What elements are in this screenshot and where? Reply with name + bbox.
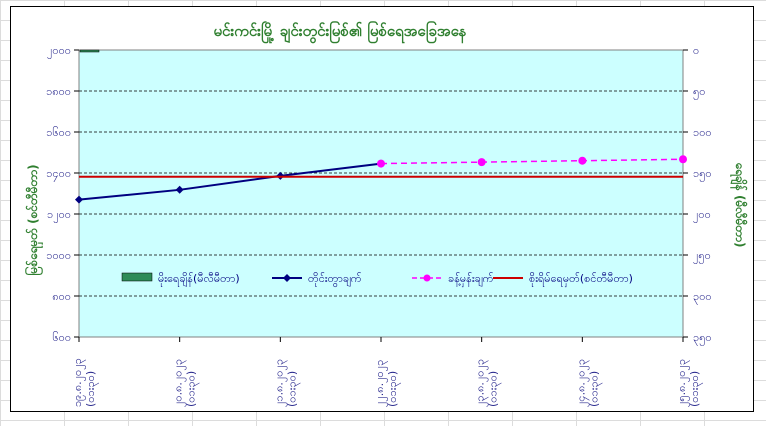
legend-swatch-rainfall <box>121 272 153 282</box>
gridlines <box>79 90 683 297</box>
right-tick-label: ၂၅၀ <box>693 249 711 264</box>
right-tick-label: ၂၀၀ <box>693 208 711 223</box>
right-tick-label: ၃၅၀ <box>693 331 712 346</box>
x-tick-date-label: ၁၉.၈.၂၀၂၃ <box>71 358 86 407</box>
observed-line <box>78 162 382 201</box>
plot-area <box>78 49 684 338</box>
observed-point <box>175 185 184 194</box>
x-tick-time-label: (၀၁း၃၀) <box>487 371 502 407</box>
left-tick-label: ၂၀၀၀ <box>47 44 71 59</box>
x-tick-label-group: ၂၅.၈.၂၀၂၃ (၀၁း၃၀) <box>675 359 703 407</box>
x-tick-time-label: (၀၁း၃၀) <box>587 371 602 407</box>
left-tick-label: ၁၂၀၀ <box>47 208 71 223</box>
legend-label: စိုးရိမ်ရေမှတ်(စင်တီမီတာ) <box>529 272 633 287</box>
legend: မိုးရေချိန်(မီလီမီတာ) တိုင်းတွာချက် ခန့်မှ… <box>121 272 633 287</box>
forecast-point <box>578 156 587 165</box>
left-tick-label: ၈၀၀ <box>52 290 71 303</box>
x-tick-time-label: (၀၁း၃၀) <box>285 371 300 407</box>
x-tick-label-group: ၂၀.၈.၂၀၂၃ (၀၁း၃၀) <box>172 359 200 407</box>
x-tick-label-group: ၂၂.၈.၂၀၂၃ (၀၁း၃၀) <box>373 360 401 407</box>
x-tick-time-label: (၀၁း၃၀) <box>688 371 703 407</box>
right-tick-label: ၀ <box>693 44 699 57</box>
left-tick-label: ၁၀၀၀ <box>46 249 71 262</box>
x-tick-date-label: ၂၁.၈.၂၀၂၃ <box>272 359 287 407</box>
legend-marker-observed <box>283 274 291 282</box>
x-tick-time-label: (၀၁း၃၀) <box>185 371 200 407</box>
legend-label: ခန့်မှန်းချက် <box>448 272 494 287</box>
left-tick-label: ၁၈၀၀ <box>46 85 71 98</box>
x-tick-time-label: (၀၁း၃၀) <box>84 371 99 407</box>
rainfall-bar <box>79 49 100 53</box>
legend-label: မိုးရေချိန်(မီလီမီတာ) <box>158 272 240 287</box>
chart-title: မင်းကင်းမြို့ ချင်းတွင်းမြစ်၏ မြစ်ရေအခြေ… <box>213 20 466 44</box>
x-tick-date-label: ၂၂.၈.၂၀၂၃ <box>373 360 388 407</box>
x-tick-time-label: (၀၁း၃၀) <box>386 371 401 407</box>
x-tick-date-label: ၂၀.၈.၂၀၂၃ <box>172 359 187 407</box>
x-axis-ticks: ၁၉.၈.၂၀၂၃ (၀၁း၃၀) ၂၀.၈.၂၀၂၃ (၀၁း၃၀) ၂၁.၈.၂၀၂… <box>71 337 703 407</box>
forecast-point <box>679 155 687 164</box>
x-tick-label-group: ၁၉.၈.၂၀၂၃ (၀၁း၃၀) <box>71 358 99 407</box>
left-tick-label: ၁၄၀၀ <box>46 167 71 182</box>
y-axis-right-title: ရေချိန် (မီလီမီတာ) <box>729 162 749 248</box>
left-tick-label: ၁၆၀၀ <box>46 126 71 139</box>
left-tick-label: ၆၀၀ <box>52 331 71 344</box>
x-tick-date-label: ၂၅.၈.၂၀၂၃ <box>675 359 690 407</box>
x-tick-label-group: ၂၁.၈.၂၀၂၃ (၀၁း၃၀) <box>272 359 300 407</box>
legend-marker-forecast <box>423 274 431 282</box>
right-tick-label: ၁၅၀ <box>693 167 712 182</box>
right-tick-label: ၃၀၀ <box>693 290 712 305</box>
right-tick-label: ၅၀ <box>693 85 705 100</box>
legend-label: တိုင်းတွာချက် <box>308 272 362 287</box>
y-axis-left-title: မြစ်ရေမှတ် (စင်တီမီတာ) <box>23 164 44 275</box>
x-tick-date-label: ၂၃.၈.၂၀၂၃ <box>474 359 489 407</box>
forecast-point <box>477 158 486 167</box>
forecast-line <box>380 158 684 165</box>
x-tick-date-label: ၂၄.၈.၂၀၂၃ <box>574 359 589 407</box>
x-tick-label-group: ၂၃.၈.၂၀၂၃ (၀၁း၃၀) <box>474 359 502 407</box>
observed-point <box>75 195 83 204</box>
forecast-point <box>377 159 385 168</box>
right-tick-label: ၁၀၀ <box>693 126 712 139</box>
series-marks <box>75 49 687 204</box>
x-tick-label-group: ၂၄.၈.၂၀၂၃ (၀၁း၃၀) <box>574 359 602 407</box>
